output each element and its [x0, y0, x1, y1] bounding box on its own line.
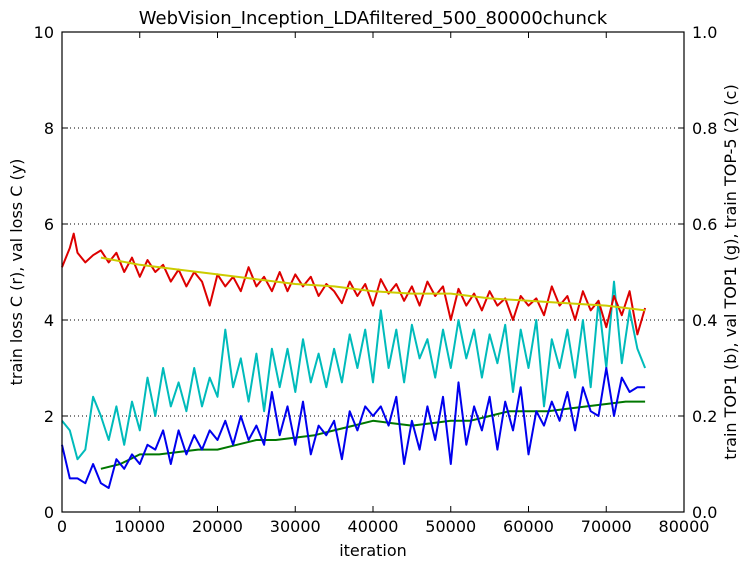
- train-top1-line: [61, 367, 646, 489]
- train-top5-line: [61, 280, 647, 461]
- y-left-tick-label: 6: [44, 215, 54, 234]
- train-loss-line: [61, 232, 647, 336]
- x-tick-label: 60000: [503, 517, 554, 536]
- x-tick-label: 30000: [270, 517, 321, 536]
- y-right-tick-label: 0.0: [692, 503, 717, 522]
- y-right-tick-label: 1.0: [692, 23, 717, 42]
- x-tick-label: 0: [57, 517, 67, 536]
- y-left-tick-label: 10: [34, 23, 54, 42]
- x-tick-label: 50000: [425, 517, 476, 536]
- val-loss-line: [100, 256, 646, 312]
- y-left-axis-title: train loss C (r), val loss C (y): [7, 159, 26, 386]
- y-left-tick-label: 2: [44, 407, 54, 426]
- x-tick-label: 80000: [659, 517, 710, 536]
- x-tick-label: 20000: [192, 517, 243, 536]
- x-tick-label: 10000: [114, 517, 165, 536]
- x-axis-title: iteration: [339, 541, 407, 560]
- y-right-axis-title: train TOP1 (b), val TOP1 (g), train TOP-…: [721, 84, 740, 459]
- y-right-tick-label: 0.8: [692, 119, 717, 138]
- chart-title: WebVision_Inception_LDAfiltered_500_8000…: [139, 8, 608, 29]
- y-left-tick-label: 0: [44, 503, 54, 522]
- series-lines: [61, 232, 647, 489]
- y-right-tick-label: 0.4: [692, 311, 717, 330]
- y-left-tick-label: 8: [44, 119, 54, 138]
- x-tick-label: 40000: [348, 517, 399, 536]
- y-left-tick-label: 4: [44, 311, 54, 330]
- y-right-tick-label: 0.6: [692, 215, 717, 234]
- y-right-tick-label: 0.2: [692, 407, 717, 426]
- x-tick-label: 70000: [581, 517, 632, 536]
- axes: 0 10000 20000 30000 40000 50000 60000 70000 8000…: [34, 23, 718, 536]
- val-top1-line: [100, 400, 646, 470]
